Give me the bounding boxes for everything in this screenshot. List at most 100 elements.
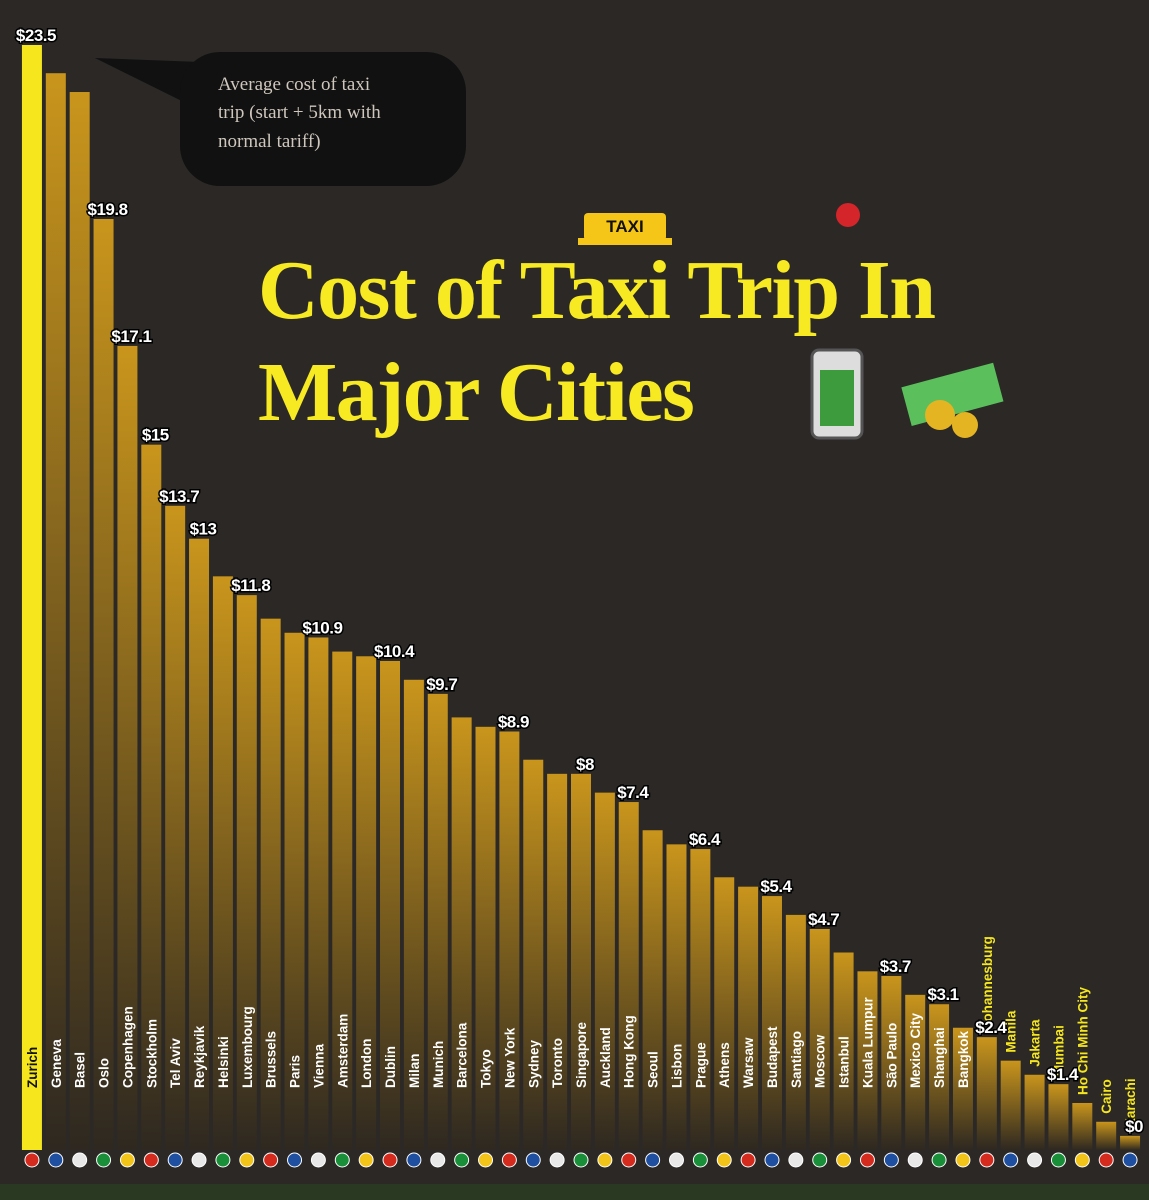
x-tick-label: Brussels — [264, 1031, 279, 1088]
value-label: $23.5 — [16, 26, 56, 45]
flag — [836, 1152, 852, 1168]
value-label: $3.7 — [880, 957, 911, 976]
flag — [143, 1152, 159, 1168]
flag — [859, 1152, 875, 1168]
value-label: $7.4 — [617, 783, 649, 802]
bar — [1072, 1102, 1093, 1150]
x-tick-label: Karachi — [1123, 1078, 1138, 1128]
x-tick-label: Tokyo — [479, 1049, 494, 1088]
bar — [571, 773, 591, 1150]
value-label: $8 — [576, 755, 594, 774]
value-label: $11.8 — [231, 576, 270, 595]
bar — [93, 218, 114, 1150]
flag — [501, 1152, 517, 1168]
flag — [310, 1152, 326, 1168]
flag — [573, 1152, 589, 1168]
bar — [212, 576, 233, 1150]
flag — [883, 1152, 899, 1168]
note-text: normal tariff) — [218, 131, 321, 152]
x-tick-label: Oslo — [97, 1058, 112, 1088]
flag — [549, 1152, 565, 1168]
bar — [785, 914, 806, 1150]
taxi-sign: TAXI — [578, 213, 672, 245]
flag — [812, 1152, 828, 1168]
bar — [308, 637, 329, 1150]
bar — [475, 726, 496, 1150]
x-tick-label: London — [359, 1039, 374, 1088]
x-tick-label: Milan — [407, 1053, 422, 1088]
x-tick-label: Dublin — [383, 1046, 398, 1088]
note-pointer — [95, 58, 200, 110]
flag — [668, 1152, 684, 1168]
x-tick-label: Istanbul — [837, 1036, 852, 1088]
bar — [642, 830, 663, 1150]
flag — [454, 1152, 470, 1168]
bar — [690, 849, 711, 1150]
flag — [96, 1152, 112, 1168]
bar — [618, 802, 639, 1150]
flag — [239, 1152, 255, 1168]
flag — [215, 1152, 231, 1168]
value-label: $13 — [190, 520, 217, 539]
x-tick-label: Auckland — [598, 1027, 613, 1088]
flag — [979, 1152, 995, 1168]
x-tick-label: New York — [502, 1027, 517, 1088]
x-tick-label: São Paulo — [884, 1023, 899, 1088]
flag — [907, 1152, 923, 1168]
flag — [1074, 1152, 1090, 1168]
value-label: $1.4 — [1047, 1065, 1079, 1084]
flag — [740, 1152, 756, 1168]
x-tick-label: Helsinki — [216, 1036, 231, 1088]
bar — [738, 886, 759, 1150]
flag — [406, 1152, 422, 1168]
flag — [931, 1152, 947, 1168]
bar — [905, 994, 926, 1150]
x-tick-label: Prague — [693, 1042, 708, 1088]
bar — [929, 1004, 950, 1150]
bar — [761, 896, 782, 1150]
flag — [788, 1152, 804, 1168]
flag — [764, 1152, 780, 1168]
bar — [881, 976, 902, 1150]
bar — [141, 444, 162, 1150]
x-tick-label: Copenhagen — [120, 1006, 135, 1088]
title-icons — [810, 203, 1004, 440]
flag — [167, 1152, 183, 1168]
bar — [380, 660, 401, 1150]
bar — [1120, 1135, 1141, 1150]
x-tick-label: Hong Kong — [622, 1015, 637, 1088]
value-label: $19.8 — [88, 200, 128, 219]
note-text: trip (start + 5km with — [218, 102, 381, 123]
x-tick-label: Moscow — [813, 1034, 828, 1088]
value-label: $3.1 — [928, 985, 959, 1004]
x-tick-label: Lisbon — [669, 1044, 684, 1088]
bar — [332, 651, 353, 1150]
x-tick-label: Seoul — [646, 1051, 661, 1088]
x-tick-label: Jakarta — [1028, 1019, 1043, 1067]
bar — [165, 505, 186, 1151]
value-label: $2.4 — [975, 1018, 1007, 1037]
bar — [284, 632, 305, 1150]
cash-icon — [820, 370, 854, 426]
flag — [1098, 1152, 1114, 1168]
bar — [189, 538, 210, 1150]
value-label: $15 — [142, 426, 169, 445]
value-label: $5.4 — [760, 877, 792, 896]
flag — [478, 1152, 494, 1168]
x-tick-label: Budapest — [765, 1026, 780, 1088]
bar — [1024, 1074, 1045, 1150]
bar — [714, 877, 735, 1150]
x-tick-label: Paris — [288, 1055, 303, 1088]
flag — [263, 1152, 279, 1168]
value-label: $13.7 — [159, 487, 199, 506]
chart-title: Major Cities — [258, 346, 693, 439]
x-tick-label: Athens — [717, 1042, 732, 1088]
flag — [1027, 1152, 1043, 1168]
bar — [666, 844, 687, 1150]
bar — [260, 618, 281, 1150]
flag — [621, 1152, 637, 1168]
bar — [976, 1037, 997, 1150]
flag — [72, 1152, 88, 1168]
footer-strip — [0, 1184, 1149, 1200]
